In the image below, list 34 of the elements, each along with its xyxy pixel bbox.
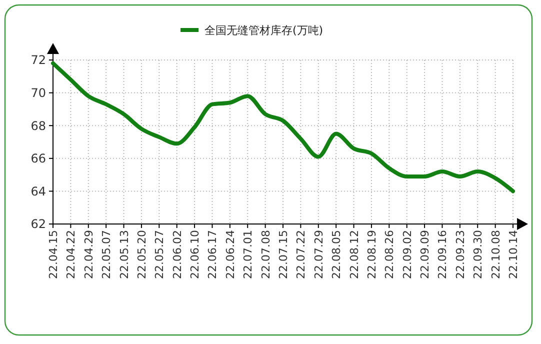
x-tick-label: 22.06.24 [224, 230, 237, 279]
x-tick-label: 22.08.19 [365, 230, 378, 279]
x-tick-label: 22.04.22 [64, 230, 78, 279]
x-tick-label: 22.06.10 [188, 230, 202, 279]
x-tick-label: 22.08.05 [330, 230, 344, 279]
x-tick-label: 22.09.09 [418, 230, 432, 279]
x-tick-label: 22.10.08 [489, 230, 502, 279]
x-tick-label: 22.05.27 [153, 230, 166, 279]
x-tick-label: 22.10.14 [507, 230, 520, 279]
x-tick-label: 22.07.22 [294, 230, 308, 279]
x-tick-label: 22.09.16 [436, 230, 450, 279]
x-tick-label: 22.07.29 [312, 230, 326, 279]
y-tick-label: 62 [30, 217, 46, 232]
x-tick-label: 22.07.08 [259, 230, 272, 279]
y-tick-label: 70 [30, 86, 46, 100]
x-tick-label: 22.04.15 [47, 230, 60, 279]
legend-label: 全国无缝管材库存(万吨) [204, 24, 324, 37]
y-tick-label: 68 [30, 118, 46, 133]
x-tick-label: 22.07.01 [242, 230, 255, 279]
x-tick-label: 22.05.20 [135, 230, 148, 279]
x-tick-label: 22.09.02 [400, 230, 414, 279]
x-tick-label: 22.06.17 [206, 230, 220, 279]
x-tick-label: 22.08.12 [348, 230, 361, 279]
x-tick-label: 22.04.29 [82, 230, 96, 279]
x-tick-label: 22.09.30 [472, 230, 485, 279]
x-tick-label: 22.06.02 [170, 230, 184, 279]
x-tick-label: 22.08.26 [383, 230, 396, 279]
y-tick-label: 64 [30, 184, 46, 198]
x-tick-label: 22.07.15 [277, 230, 290, 279]
y-tick-label: 72 [30, 53, 46, 68]
x-tick-label: 22.05.13 [118, 230, 131, 279]
x-tick-label: 22.09.23 [454, 230, 467, 279]
x-tick-label: 22.05.07 [100, 230, 114, 279]
y-tick-label: 66 [30, 152, 46, 166]
